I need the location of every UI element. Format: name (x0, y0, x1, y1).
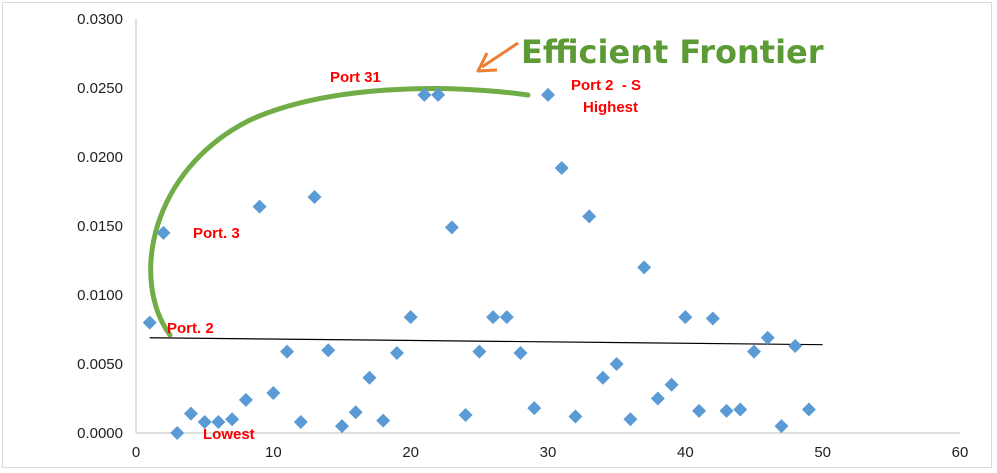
y-tick-labels: 0.0000 0.0050 0.0100 0.0150 0.0200 0.0250 0.03… (77, 11, 123, 442)
data-point (582, 209, 597, 224)
x-tick-label: 0 (132, 444, 140, 461)
data-point (719, 403, 734, 418)
x-tick-label: 40 (677, 444, 694, 461)
data-point (664, 377, 679, 392)
data-point (458, 408, 473, 423)
y-tick-label: 0.0250 (77, 80, 123, 97)
data-point (609, 357, 624, 371)
trendline (149, 337, 823, 346)
data-point (472, 344, 487, 359)
annotation-port-2: Port. 2 (167, 320, 214, 337)
y-tick-label: 0.0150 (77, 218, 123, 235)
data-point (170, 426, 185, 440)
data-points (142, 87, 816, 440)
x-tick-label: 50 (814, 444, 831, 461)
data-point (252, 199, 267, 214)
data-point (197, 414, 212, 429)
data-point (362, 370, 377, 385)
y-tick-label: 0.0100 (77, 287, 123, 304)
annotation-port-2-s: Port 2 - S (571, 77, 641, 94)
data-point (801, 402, 816, 417)
arrow-shaft (481, 41, 519, 69)
arrow-head (476, 52, 498, 73)
data-point (225, 412, 240, 427)
data-point (678, 310, 693, 325)
data-point (389, 345, 404, 360)
title-arrow-icon (476, 41, 519, 73)
data-point (321, 343, 336, 358)
data-point (376, 413, 391, 428)
annotation-port-3: Port. 3 (193, 225, 240, 242)
data-point (705, 311, 720, 326)
data-point (211, 414, 226, 429)
data-point (486, 310, 501, 325)
data-point (183, 406, 198, 421)
data-point (760, 330, 775, 345)
data-point (554, 161, 569, 176)
data-point (280, 344, 295, 359)
data-point (335, 419, 349, 434)
data-point (293, 414, 308, 429)
data-point (568, 409, 583, 424)
data-point (513, 345, 528, 360)
axes (135, 19, 960, 434)
data-point (156, 225, 171, 240)
data-point (238, 392, 253, 407)
data-point (747, 344, 761, 359)
data-point (595, 370, 610, 385)
chart-title: Efficient Frontier (521, 33, 824, 71)
data-point (788, 339, 803, 354)
data-point (348, 405, 363, 420)
annotation-lowest: Lowest (203, 426, 255, 443)
annotation-port-31: Port 31 (330, 69, 381, 86)
data-point (733, 402, 748, 417)
y-tick-label: 0.0000 (77, 425, 123, 442)
data-point (527, 401, 542, 416)
y-tick-label: 0.0050 (77, 356, 123, 373)
data-point (417, 87, 432, 102)
data-point (403, 310, 418, 325)
y-tick-label: 0.0200 (77, 149, 123, 166)
data-point (623, 412, 638, 427)
annotation-highest: Highest (583, 99, 638, 116)
data-point (307, 190, 322, 205)
data-point (431, 87, 446, 102)
x-tick-label: 20 (402, 444, 419, 461)
data-point (266, 385, 281, 400)
data-point (650, 391, 665, 406)
chart-frame (2, 2, 992, 468)
x-tick-labels: 0 10 20 30 40 50 60 (132, 444, 969, 461)
x-tick-label: 10 (265, 444, 282, 461)
x-tick-label: 60 (952, 444, 969, 461)
data-point (499, 310, 514, 325)
data-point (637, 260, 652, 275)
x-tick-label: 30 (540, 444, 557, 461)
y-tick-label: 0.0300 (77, 11, 123, 28)
data-point (692, 403, 707, 418)
efficient-frontier-curve (148, 86, 531, 338)
data-point (774, 419, 789, 434)
data-point (444, 220, 459, 235)
data-point (541, 87, 555, 102)
data-point (142, 315, 157, 330)
